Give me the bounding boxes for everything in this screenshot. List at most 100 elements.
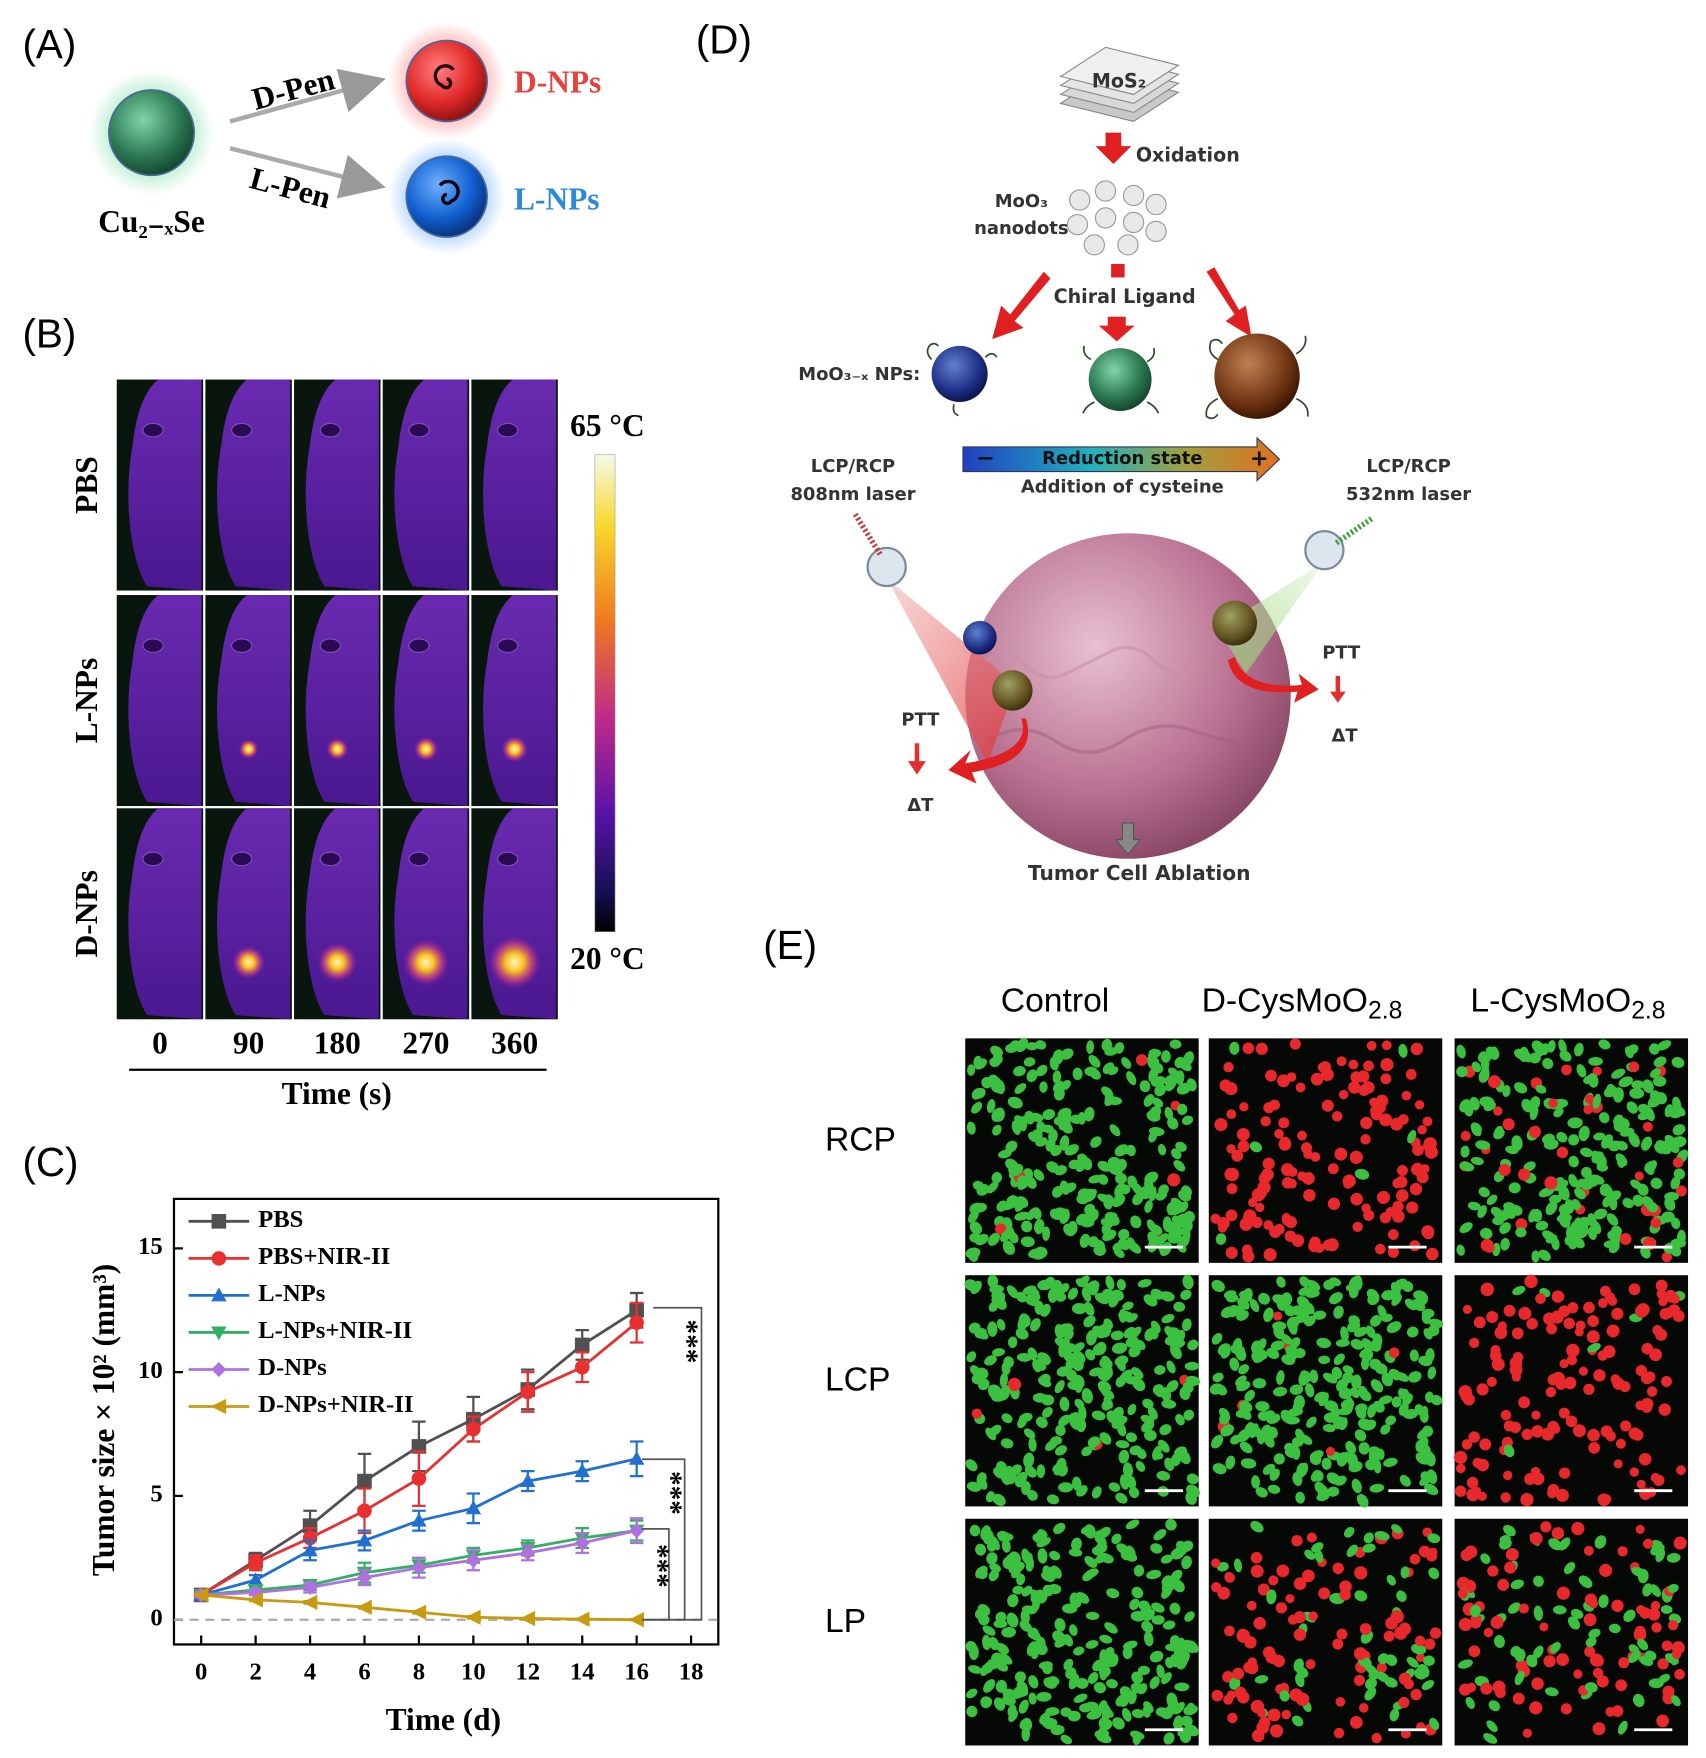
cell-live: [1046, 1161, 1060, 1173]
row-label: LP: [825, 1603, 866, 1640]
significance-label: ***: [671, 1320, 703, 1364]
time-label: 90: [233, 1025, 264, 1060]
cell-dead: [1262, 1157, 1275, 1170]
cell-live: [1021, 1585, 1033, 1597]
cell-live: [1596, 1163, 1609, 1172]
cell-live: [1667, 1583, 1679, 1593]
cell-live: [989, 1562, 1001, 1573]
cell-live: [1556, 1213, 1572, 1223]
cell-dead: [1278, 1117, 1290, 1129]
cell-live: [1025, 1296, 1038, 1307]
cell-live: [1364, 1687, 1377, 1701]
cell-live: [1653, 1056, 1667, 1068]
cell-dead: [1289, 1038, 1301, 1050]
cell-live: [1650, 1177, 1663, 1189]
cell-live: [1365, 1325, 1376, 1339]
data-point: [411, 1471, 427, 1486]
cell-live: [1043, 1677, 1058, 1689]
cell-live: [1084, 1556, 1098, 1568]
cell-dead: [1210, 1582, 1222, 1593]
cell-dead: [1586, 1330, 1600, 1344]
cell-live: [1374, 1531, 1390, 1541]
cell-live: [1013, 1066, 1026, 1077]
mouse-silhouette: [305, 808, 379, 1020]
legend-marker: [211, 1287, 227, 1302]
cell-live: [1184, 1611, 1195, 1622]
cell-live: [1568, 1236, 1579, 1250]
cell-live: [1085, 1280, 1100, 1294]
cell-live: [1655, 1549, 1666, 1563]
cell-live: [1054, 1618, 1066, 1632]
cell-dead: [1250, 1564, 1264, 1578]
cell-live: [1130, 1682, 1144, 1694]
cell-live: [1287, 1407, 1303, 1417]
cell-live: [1533, 1605, 1543, 1621]
cell-dead: [1284, 1230, 1297, 1242]
cell-live: [1628, 1650, 1641, 1664]
cell-live: [1059, 1396, 1070, 1412]
cell-live: [1027, 1347, 1038, 1361]
cell-dead: [1504, 1561, 1517, 1574]
cell-live: [1549, 1642, 1561, 1654]
cell-live: [1181, 1318, 1192, 1332]
cell-live: [1159, 1291, 1175, 1302]
cell-dead: [1531, 1425, 1544, 1438]
cell-live: [1338, 1417, 1348, 1431]
cell-dead: [1673, 1536, 1687, 1550]
cell-live: [1100, 1388, 1115, 1400]
cell-dead: [1575, 1320, 1586, 1331]
cell-dead: [1281, 1177, 1294, 1189]
data-point: [357, 1473, 372, 1489]
cell-live: [1167, 1697, 1180, 1712]
cell-dead: [1543, 1312, 1556, 1326]
cell-live: [1042, 1662, 1053, 1675]
cell-dead: [1388, 1347, 1400, 1358]
mouse-silhouette: [394, 379, 468, 591]
cell-dead: [1480, 1282, 1494, 1297]
cell-live: [1302, 1313, 1313, 1327]
cell-live: [1304, 1549, 1316, 1560]
cell-dead: [1583, 1613, 1597, 1627]
cell-live: [1312, 1310, 1327, 1320]
x-tick-label: 10: [461, 1658, 486, 1685]
cell-live: [998, 1149, 1012, 1159]
cell-live: [1585, 1636, 1597, 1648]
cell-live: [1321, 1457, 1332, 1470]
cell-live: [1549, 1194, 1562, 1204]
cell-live: [988, 1569, 999, 1582]
cell-dead: [1395, 1189, 1409, 1202]
cell-dead: [1338, 1089, 1349, 1100]
cell-live: [1034, 1218, 1045, 1235]
cell-dead: [1592, 1066, 1602, 1076]
cell-live: [1456, 1066, 1468, 1078]
cell-dead: [1306, 1532, 1317, 1543]
cell-live: [1420, 1471, 1432, 1482]
cell-dead: [1515, 1218, 1528, 1231]
cell-live: [1309, 1369, 1319, 1384]
cell-live: [1591, 1151, 1604, 1164]
cell-live: [1060, 1079, 1071, 1091]
cell-dead: [1310, 1152, 1321, 1162]
cell-dead: [1335, 1697, 1346, 1707]
cell-live: [1276, 1276, 1286, 1288]
cell-dead: [1651, 1622, 1662, 1633]
cell-live: [1365, 1677, 1377, 1690]
cell-live: [1063, 1119, 1072, 1132]
cell-live: [1052, 1049, 1064, 1065]
x-tick-label: 14: [570, 1658, 595, 1685]
cell-live: [1304, 1289, 1320, 1298]
cell-dead: [1405, 1069, 1417, 1080]
cell-dead: [1611, 1307, 1624, 1320]
cell-dead: [1613, 1459, 1623, 1469]
cell-live: [1186, 1702, 1195, 1715]
cell-dead: [1421, 1225, 1435, 1239]
y-tick-label: 0: [150, 1604, 162, 1631]
cell-live: [1650, 1584, 1661, 1597]
cell-live: [1115, 1694, 1129, 1707]
cell-live: [1333, 1353, 1345, 1365]
cell-live: [966, 1705, 978, 1718]
cell-live: [1358, 1442, 1370, 1455]
cell-live: [1535, 1084, 1547, 1094]
cell-live: [1106, 1588, 1120, 1599]
cell-live: [1058, 1414, 1071, 1427]
